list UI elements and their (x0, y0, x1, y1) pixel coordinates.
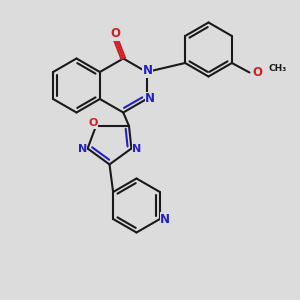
Text: O: O (111, 27, 121, 40)
Text: N: N (78, 143, 87, 154)
Text: O: O (88, 118, 98, 128)
Text: N: N (143, 64, 153, 77)
Text: CH₃: CH₃ (268, 64, 286, 74)
Text: O: O (253, 66, 263, 79)
Text: N: N (132, 143, 141, 154)
Text: N: N (160, 212, 170, 226)
Text: N: N (145, 92, 155, 106)
